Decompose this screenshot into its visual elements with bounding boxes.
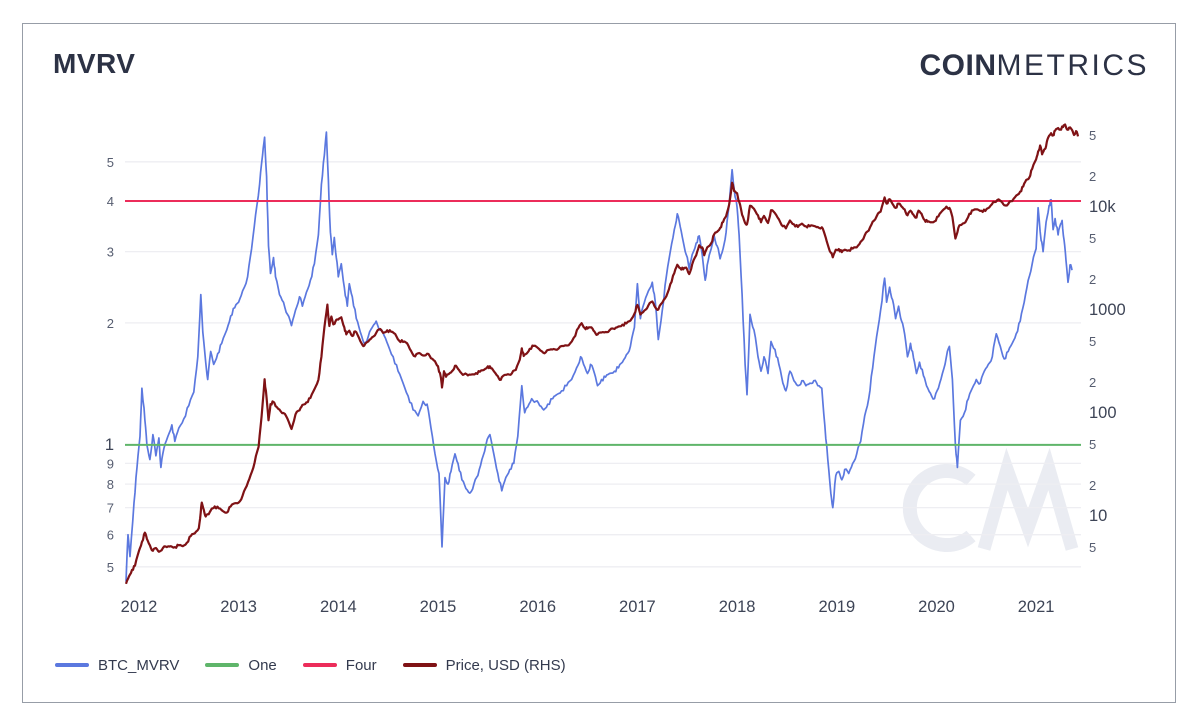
x-axis-tick-2015: 2015 xyxy=(420,598,457,616)
left-axis-tick-5: 5 xyxy=(107,155,114,170)
left-axis-tick-0.9: 9 xyxy=(107,456,114,471)
right-axis-tick-10000: 10k xyxy=(1089,198,1116,216)
right-axis-tick-20: 2 xyxy=(1089,478,1096,493)
legend-swatch-price-usd xyxy=(402,663,437,667)
right-axis-tick-1000: 1000 xyxy=(1089,301,1126,319)
right-axis-tick-50: 5 xyxy=(1089,437,1096,452)
x-axis-tick-2018: 2018 xyxy=(719,598,756,616)
legend-label-price-usd: Price, USD (RHS) xyxy=(445,656,566,674)
legend-item-four[interactable]: Four xyxy=(302,656,377,674)
left-axis-tick-0.6: 6 xyxy=(107,528,114,543)
legend-label-four: Four xyxy=(345,656,377,674)
x-axis-tick-2021: 2021 xyxy=(1018,598,1055,616)
legend-item-price-usd[interactable]: Price, USD (RHS) xyxy=(402,656,566,674)
axis-labels: 5 4 3 2 1 9 8 7 6 5 5 2 10k 5 2 1000 5 2 100 5 2 10 5 2012 2013 2… xyxy=(105,128,1126,616)
left-axis-tick-0.5: 5 xyxy=(107,560,114,575)
legend-swatch-btc-mvrv xyxy=(55,663,89,667)
left-axis-tick-0.8: 8 xyxy=(107,477,114,492)
series-line-btc-mvrv xyxy=(125,131,1073,582)
legend-item-btc-mvrv[interactable]: BTC_MVRV xyxy=(55,657,179,674)
left-axis-tick-1: 1 xyxy=(105,436,114,454)
coinmetrics-logo: COINMETRICS xyxy=(920,49,1150,83)
right-axis-tick-5000: 5 xyxy=(1089,231,1096,246)
watermark-m-glyph xyxy=(977,447,1079,551)
x-axis-tick-2017: 2017 xyxy=(619,598,656,616)
legend-swatch-four xyxy=(302,663,337,667)
right-axis-tick-200: 2 xyxy=(1089,375,1096,390)
logo-coin: COIN xyxy=(919,49,997,82)
chart-legend: BTC_MVRV One Four Price, USD (RHS) xyxy=(55,654,566,676)
x-axis-tick-2014: 2014 xyxy=(320,598,357,616)
watermark-cm-icon xyxy=(902,447,1079,552)
x-axis-tick-2013: 2013 xyxy=(220,598,257,616)
left-axis-tick-0.7: 7 xyxy=(107,501,114,516)
legend-label-one: One xyxy=(248,656,277,674)
logo-metrics: METRICS xyxy=(996,49,1149,82)
right-axis-tick-2000: 2 xyxy=(1089,272,1096,287)
gridlines xyxy=(125,161,1081,568)
page-title: MVRV xyxy=(53,48,136,79)
legend-swatch-one xyxy=(205,663,240,667)
right-axis-tick-10: 10 xyxy=(1089,507,1107,525)
legend-label-btc-mvrv: BTC_MVRV xyxy=(98,656,180,674)
x-axis-tick-2020: 2020 xyxy=(918,598,955,616)
x-axis-tick-2019: 2019 xyxy=(818,598,855,616)
right-axis-tick-100: 100 xyxy=(1089,404,1117,422)
right-axis-tick-500: 5 xyxy=(1089,334,1096,349)
left-axis-tick-4: 4 xyxy=(107,194,114,209)
right-axis-tick-20000: 2 xyxy=(1089,169,1096,184)
right-axis-tick-5: 5 xyxy=(1089,540,1096,555)
series-lines xyxy=(124,123,1081,585)
right-axis-tick-50000: 5 xyxy=(1089,128,1096,143)
left-axis-tick-2: 2 xyxy=(107,316,114,331)
x-axis-tick-2016: 2016 xyxy=(519,598,556,616)
left-axis-tick-3: 3 xyxy=(107,245,114,260)
x-axis-tick-2012: 2012 xyxy=(121,598,158,616)
legend-item-one[interactable]: One xyxy=(205,656,277,674)
series-line-price-usd-rhs xyxy=(124,123,1080,585)
